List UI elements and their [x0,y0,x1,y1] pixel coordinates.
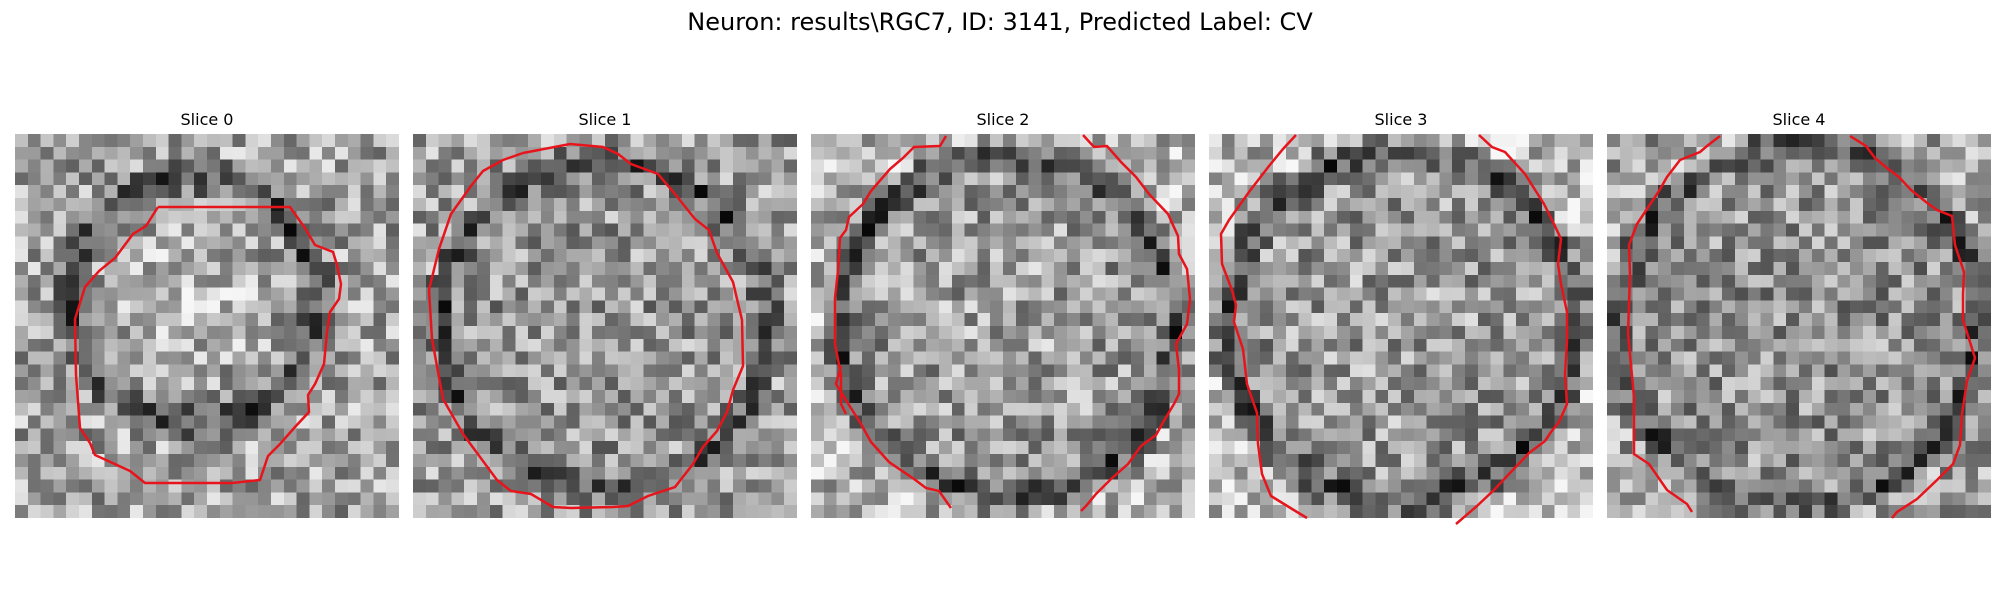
slice-title-0: Slice 0 [180,110,234,129]
slice-title-4: Slice 4 [1772,110,1826,129]
slice-figure-3 [1209,134,1593,525]
contour-overlay-1 [427,142,745,510]
slice-figure-1 [413,134,797,518]
slice-panel-2: Slice 2 [811,110,1195,518]
contour-arc-right-3 [1455,134,1569,525]
contour-arc-upper-left-2 [833,135,948,415]
contour-overlay-4 [1626,134,1977,519]
contour-overlay-3 [1219,134,1569,525]
slice-figure-0 [15,134,399,518]
contour-overlay-0 [73,205,343,485]
slice-panel-4: Slice 4 [1607,110,1991,519]
slice-title-1: Slice 1 [578,110,632,129]
slice-image-2 [811,134,1195,518]
slice-panel-1: Slice 1 [413,110,797,518]
contour-arc-left-3 [1219,134,1308,520]
slice-figure-2 [811,134,1195,518]
figure-title: Neuron: results\RGC7, ID: 3141, Predicte… [687,8,1313,36]
contour-overlay-2 [833,134,1192,512]
slice-panel-3: Slice 3 [1209,110,1593,525]
slice-image-4 [1607,134,1991,518]
contour-arc-right-4 [1849,134,1977,519]
slice-image-0 [15,134,399,518]
slice-title-3: Slice 3 [1374,110,1428,129]
slice-figure-4 [1607,134,1991,519]
slice-panel-0: Slice 0 [15,110,399,518]
cell-contour-1 [427,142,745,510]
cell-contour-0 [73,205,343,485]
contour-arc-right-2 [1080,134,1192,512]
slice-title-2: Slice 2 [976,110,1030,129]
contour-arc-lower-left-2 [834,365,953,509]
contour-arc-left-4 [1626,135,1721,513]
